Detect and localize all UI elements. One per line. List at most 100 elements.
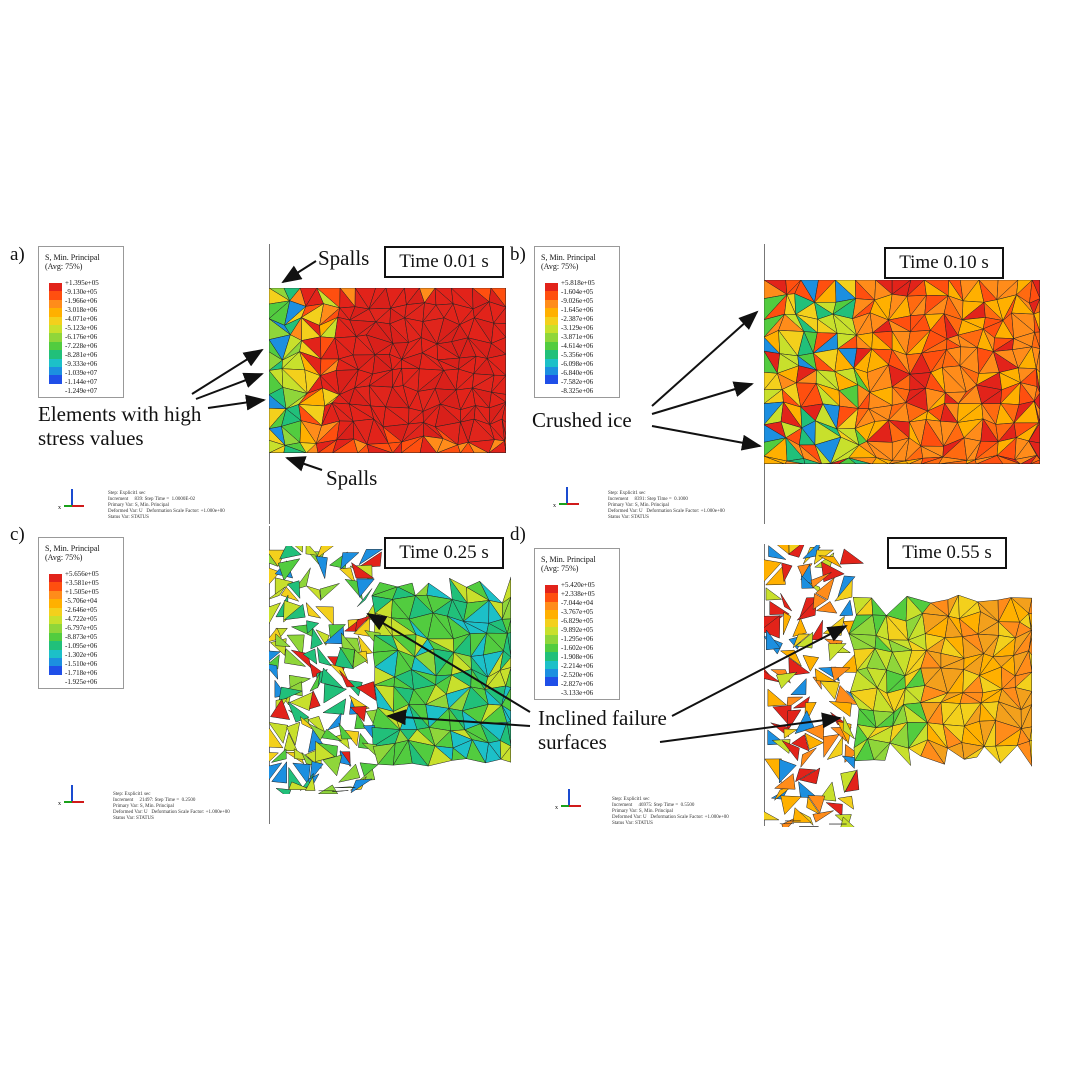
legend-swatch <box>545 299 558 309</box>
legend-value: -5.706e+04 <box>65 597 98 605</box>
mesh-element <box>414 582 429 596</box>
mesh-element <box>408 740 429 767</box>
legend-value: +2.338e+05 <box>561 590 595 598</box>
legend-value: -6.797e+05 <box>65 624 98 632</box>
mesh-element <box>315 555 328 580</box>
legend-swatch <box>49 299 62 309</box>
mesh-element <box>783 611 792 636</box>
mesh-element <box>288 781 311 790</box>
mesh-element <box>305 601 322 619</box>
mesh-element <box>279 546 302 560</box>
mesh-element <box>466 739 487 764</box>
legend-swatch <box>49 582 62 591</box>
mesh-element <box>269 727 284 749</box>
panel-b-axis-triad-icon: x <box>553 484 583 509</box>
panel-b-annotation-crushed-ice: Crushed ice <box>532 408 632 432</box>
mesh-element <box>800 747 817 769</box>
mesh-element <box>871 597 887 616</box>
legend-value: -6.829e+05 <box>561 617 594 625</box>
legend-swatch <box>545 626 558 636</box>
mesh-element <box>801 575 815 589</box>
mesh-element <box>316 646 333 667</box>
mesh-element <box>358 549 384 566</box>
mesh-element <box>278 686 304 702</box>
mesh-element <box>427 745 453 767</box>
legend-swatch <box>545 668 558 678</box>
legend-value: -3.129e+06 <box>561 324 594 332</box>
legend-value: -4.614e+06 <box>561 342 594 350</box>
mesh-element <box>334 647 355 670</box>
mesh-element <box>308 689 321 710</box>
legend-values: +5.656e+05 +3.581e+05 +1.505e+05 -5.706e+04… <box>65 570 99 687</box>
legend-value: -3.767e+05 <box>561 608 594 616</box>
mesh-element <box>315 740 336 762</box>
mesh-element <box>467 441 489 453</box>
legend-value: -9.130e+05 <box>65 288 98 296</box>
legend-swatch <box>49 375 62 384</box>
panel-a-mesh <box>269 288 506 453</box>
mesh-element <box>798 780 819 799</box>
mesh-element <box>270 748 287 763</box>
mesh-element <box>920 739 946 765</box>
mesh-element <box>286 634 305 657</box>
mesh-element <box>283 445 307 453</box>
panel-a-info: Step: Explicit1 sec Increment 839: Step … <box>108 491 225 520</box>
mesh-element <box>269 650 281 662</box>
mesh-element <box>269 553 279 567</box>
mesh-element <box>807 795 826 814</box>
mesh-element <box>871 457 889 464</box>
mesh-element <box>319 583 340 601</box>
mesh-element <box>764 811 780 821</box>
mesh-element <box>765 587 783 601</box>
mesh-element <box>280 586 300 602</box>
mesh-element <box>337 763 361 783</box>
mesh-element <box>309 672 321 692</box>
mesh-element <box>778 758 797 784</box>
mesh-element <box>322 754 343 777</box>
mesh-element <box>315 606 334 626</box>
mesh-element <box>839 548 865 565</box>
panel-b-mesh <box>764 280 1040 464</box>
panel-b-label: b) <box>510 244 526 265</box>
panel-b-time-box: Time 0.10 s <box>884 247 1004 279</box>
mesh-element <box>769 600 791 615</box>
mesh-element <box>1030 459 1040 464</box>
mesh-element <box>334 786 356 788</box>
mesh-element <box>269 762 283 781</box>
legend-value: -1.295e+06 <box>561 635 594 643</box>
mesh-element <box>322 698 347 715</box>
legend-swatch <box>49 615 62 625</box>
panel-a-annotation-spalls-top: Spalls <box>318 246 370 270</box>
mesh-element <box>795 768 817 783</box>
legend-value: -6.098e+06 <box>561 360 594 368</box>
legend-value: -1.302e+06 <box>65 651 98 659</box>
legend-swatch <box>49 316 62 325</box>
legend-value: -3.871e+06 <box>561 333 594 341</box>
mesh-element <box>351 561 375 579</box>
mesh-element <box>799 767 821 785</box>
legend-swatch <box>545 291 558 300</box>
mesh-element <box>818 555 842 568</box>
legend-colorbar <box>545 283 558 384</box>
mesh-element <box>784 460 805 464</box>
mesh-element <box>321 728 342 742</box>
legend-swatch <box>49 649 62 658</box>
mesh-element <box>839 599 854 617</box>
legend-swatch <box>545 660 558 669</box>
panel-d-axis-triad-icon: x <box>555 786 585 811</box>
legend-value: -2.520e+06 <box>561 671 594 679</box>
legend-swatch <box>49 366 62 376</box>
legend-swatch <box>545 601 558 611</box>
mesh-element <box>764 758 782 784</box>
mesh-element <box>269 722 289 744</box>
arrow-high-stress-2 <box>195 372 264 400</box>
legend-title: S, Min. Principal (Avg: 75%) <box>45 253 100 271</box>
mesh-element <box>326 712 342 731</box>
mesh-element <box>780 795 802 816</box>
mesh-element <box>317 784 339 794</box>
mesh-element <box>451 747 468 761</box>
legend-swatch <box>545 341 558 351</box>
legend-value: -4.722e+05 <box>65 615 98 623</box>
legend-swatch <box>545 308 558 317</box>
legend-values: +1.395e+05 -9.130e+05 -1.966e+06 -3.018e+06… <box>65 279 99 396</box>
